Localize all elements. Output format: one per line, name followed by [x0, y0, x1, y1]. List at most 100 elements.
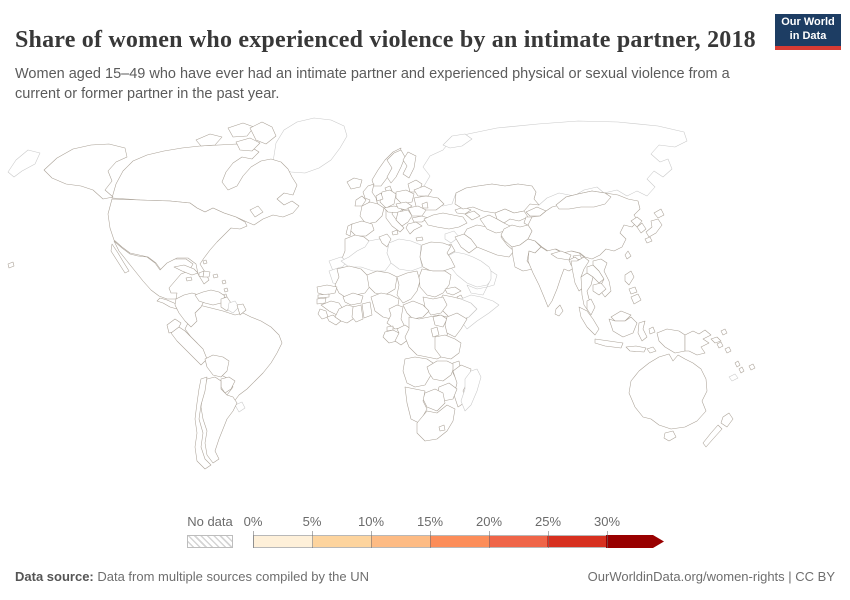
country-angola[interactable] — [402, 356, 434, 388]
country-saudi-arabia[interactable] — [447, 251, 495, 288]
country-madagascar[interactable] — [460, 368, 482, 412]
country-png-new-britain[interactable] — [710, 336, 722, 344]
country-vietnam[interactable] — [592, 258, 612, 298]
country-sri-lanka[interactable] — [554, 304, 564, 317]
country-png-island[interactable] — [720, 328, 728, 336]
country-colombia[interactable] — [174, 292, 206, 328]
country-yemen[interactable] — [466, 284, 488, 296]
country-vanuatu-2[interactable] — [738, 366, 745, 374]
country-vanuatu-1[interactable] — [734, 360, 741, 368]
country-italy-sicily[interactable] — [391, 229, 399, 236]
country-egypt[interactable] — [419, 241, 456, 272]
country-malaysia-borneo[interactable] — [610, 310, 632, 322]
country-cambodia[interactable] — [592, 282, 607, 296]
country-new-zealand-north[interactable] — [720, 412, 734, 428]
country-nepal[interactable] — [550, 250, 572, 261]
country-gambia[interactable] — [317, 293, 330, 299]
country-canada-newfoundland[interactable] — [249, 205, 264, 218]
country-bahamas[interactable] — [202, 259, 208, 265]
country-australia[interactable] — [628, 353, 708, 430]
country-greece-crete[interactable] — [415, 236, 424, 242]
country-solomon-islands-1[interactable] — [716, 341, 724, 349]
country-somalia[interactable] — [460, 294, 500, 330]
country-cameroon[interactable] — [386, 304, 406, 330]
country-suriname[interactable] — [227, 300, 240, 314]
country-canada-baffin[interactable] — [249, 121, 277, 145]
country-chile[interactable] — [194, 376, 212, 470]
country-argentina[interactable] — [200, 376, 238, 464]
country-niger[interactable] — [366, 270, 398, 296]
country-iceland[interactable] — [346, 177, 363, 190]
country-taiwan[interactable] — [624, 250, 632, 260]
country-jamaica[interactable] — [185, 276, 193, 282]
country-finland[interactable] — [402, 151, 417, 179]
country-botswana[interactable] — [422, 388, 446, 412]
country-greece[interactable] — [405, 221, 423, 235]
country-togo-benin[interactable] — [361, 301, 373, 319]
country-french-guiana[interactable] — [236, 303, 247, 316]
country-bolivia[interactable] — [204, 354, 230, 378]
legend-segment-0-5%[interactable] — [254, 536, 313, 547]
country-chad[interactable] — [396, 270, 421, 304]
country-indonesia-moluccas[interactable] — [648, 326, 656, 335]
country-kenya[interactable] — [444, 312, 468, 338]
country-north-korea[interactable] — [630, 216, 643, 228]
country-zambia[interactable] — [426, 360, 456, 382]
country-malaysia-peninsula[interactable] — [586, 298, 596, 316]
country-syria[interactable] — [444, 230, 460, 244]
country-moldova[interactable] — [421, 201, 429, 209]
country-mexico[interactable] — [113, 240, 194, 300]
country-greenland[interactable] — [272, 117, 348, 174]
country-rwanda-burundi[interactable] — [430, 326, 440, 338]
country-canada-arctic-1[interactable] — [195, 133, 223, 147]
country-indonesia-west-papua[interactable] — [656, 328, 686, 354]
legend-segment-10-15%[interactable] — [371, 536, 431, 547]
country-russia-chukotka[interactable] — [7, 149, 41, 178]
country-kazakhstan[interactable] — [454, 183, 540, 214]
country-ghana[interactable] — [351, 304, 364, 323]
country-tanzania[interactable] — [434, 334, 462, 360]
country-mongolia[interactable] — [555, 190, 612, 210]
country-japan-honshu[interactable] — [645, 218, 663, 238]
country-sudan[interactable] — [418, 268, 452, 298]
country-philippines-visayas[interactable] — [628, 286, 638, 295]
country-turkey[interactable] — [423, 212, 468, 230]
legend-segment-20-25%[interactable] — [488, 536, 548, 547]
legend-segment-15-20%[interactable] — [430, 536, 489, 547]
country-indonesia-java[interactable] — [594, 338, 624, 349]
country-canada-arctic-2[interactable] — [227, 122, 255, 138]
country-namibia[interactable] — [404, 386, 428, 424]
country-benelux[interactable] — [375, 192, 384, 202]
country-alaska[interactable] — [43, 143, 128, 200]
country-burkina-faso[interactable] — [342, 292, 364, 306]
country-lesser-antilles-1[interactable] — [221, 279, 227, 285]
country-austria-switzerland[interactable] — [383, 205, 403, 214]
country-sweden[interactable] — [386, 149, 406, 184]
country-solomon-islands-2[interactable] — [724, 346, 732, 354]
country-new-zealand-south[interactable] — [702, 424, 723, 448]
country-cote-divoire[interactable] — [334, 304, 356, 324]
country-uganda[interactable] — [432, 314, 448, 328]
country-western-balkans[interactable] — [395, 209, 413, 227]
country-indonesia-sumatra[interactable] — [578, 306, 600, 336]
country-sierra-leone[interactable] — [317, 308, 329, 320]
country-azerbaijan[interactable] — [464, 210, 481, 221]
country-central-african-republic[interactable] — [402, 300, 430, 320]
legend-arrow-segment[interactable] — [606, 535, 664, 548]
country-liberia[interactable] — [326, 314, 342, 326]
country-poland[interactable] — [395, 189, 415, 205]
legend-segment-5-10%[interactable] — [312, 536, 372, 547]
country-japan-kyushu[interactable] — [644, 236, 653, 244]
country-south-korea[interactable] — [636, 222, 647, 234]
legend-segment-25-30%[interactable] — [547, 536, 607, 547]
country-mexico-baja[interactable] — [110, 243, 130, 274]
country-belarus[interactable] — [413, 185, 433, 197]
country-oman[interactable] — [486, 270, 498, 288]
country-lesotho[interactable] — [438, 424, 446, 432]
country-united-states[interactable] — [107, 198, 248, 285]
country-cuba[interactable] — [173, 264, 199, 276]
country-libya[interactable] — [386, 238, 423, 272]
country-fiji[interactable] — [748, 363, 756, 371]
country-ireland[interactable] — [354, 195, 367, 207]
country-guinea-bissau[interactable] — [316, 297, 327, 305]
